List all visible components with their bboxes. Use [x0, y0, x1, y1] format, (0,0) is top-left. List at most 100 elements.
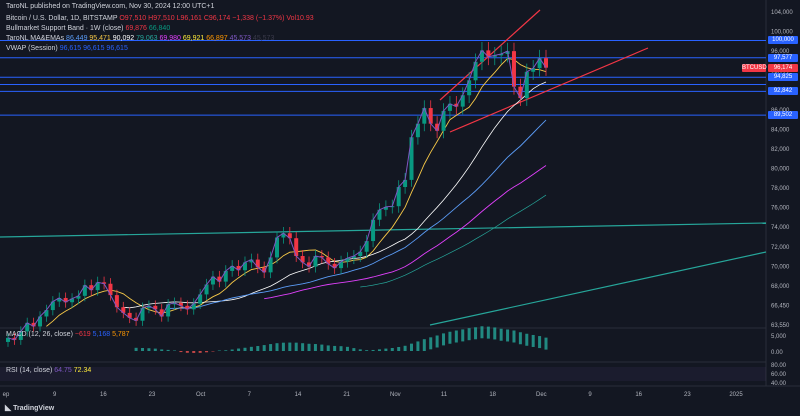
ma-blue-line [168, 119, 547, 309]
indicator-2-value-0: 96,615 [59, 45, 84, 52]
macd-bar-79 [512, 330, 516, 343]
macd-bar-65 [422, 339, 426, 351]
macd-bar-78 [506, 329, 510, 342]
candle-body-40 [262, 267, 267, 273]
candle-body-68 [441, 110, 446, 131]
y-axis-tick-3: 92,000 [771, 69, 790, 75]
indicator-line-1[interactable]: TaroNL MA&EMAs 86,449 95,471 90,092 79,0… [6, 35, 275, 42]
candle-body-59 [383, 206, 388, 210]
macd-bar-29 [192, 351, 196, 353]
candle-body-63 [409, 137, 414, 180]
macd-tick-0: 5,000 [771, 334, 787, 340]
y-axis-tick-8: 80,000 [771, 167, 790, 173]
y-axis-tick-2: 96,000 [771, 49, 790, 55]
candle-body-58 [377, 209, 382, 220]
x-axis-tick-11: Dec [536, 392, 547, 398]
x-axis-tick-2: 16 [100, 392, 107, 398]
candle-body-51 [332, 263, 337, 269]
candle-body-28 [185, 305, 190, 310]
macd-bar-43 [281, 342, 285, 351]
macd-bar-55 [358, 349, 362, 351]
macd-bar-76 [493, 327, 497, 340]
y-axis-tick-13: 70,000 [771, 264, 790, 270]
indicator-1-value-2: 90,092 [112, 35, 137, 42]
candle-body-2 [18, 331, 23, 340]
candle-body-25 [166, 304, 171, 317]
candle-body-8 [57, 297, 62, 302]
macd-bar-27 [179, 351, 183, 353]
candle-body-44 [287, 233, 292, 239]
indicator-line-2[interactable]: VWAP (Session) 96,615 96,615 96,615 [6, 45, 128, 52]
macd-bar-36 [237, 348, 241, 351]
ohlc-open: O97,510 [119, 15, 147, 22]
candle-body-20 [134, 317, 139, 321]
ohlc-low: L96,161 [176, 15, 202, 22]
candle-body-11 [76, 295, 81, 299]
macd-bar-44 [288, 342, 292, 351]
rsi-tick-0: 80.00 [771, 363, 787, 369]
macd-bar-74 [480, 326, 484, 339]
x-axis-tick-3: 23 [149, 392, 156, 398]
indicator-2-value-2: 96,615 [106, 45, 128, 52]
rsi-label[interactable]: RSI (14, close) 64.75 72.34 [6, 367, 92, 374]
macd-bar-50 [326, 345, 330, 351]
macd-bar-61 [397, 347, 401, 351]
macd-bar-34 [224, 350, 228, 351]
x-axis-tick-0: ep [3, 392, 10, 398]
candle-body-15 [102, 282, 107, 284]
candle-body-82 [531, 68, 536, 72]
price-tag-4: 94,825 [768, 73, 798, 82]
macd-bar-45 [294, 342, 298, 351]
macd-bar-66 [429, 337, 433, 350]
candle-body-1 [12, 337, 17, 340]
candle-body-70 [454, 103, 459, 107]
macd-bar-48 [313, 344, 317, 351]
x-axis-tick-8: Nov [390, 392, 401, 398]
rsi-value-1: 72.34 [73, 367, 92, 374]
price-tag-3: 96,174 [768, 63, 798, 72]
y-axis-tick-6: 84,000 [771, 127, 790, 133]
candle-body-23 [153, 305, 158, 310]
indicator-1-value-7: 45,573 [229, 35, 253, 42]
indicator-1-value-8: 45,573 [252, 35, 275, 42]
macd-bar-60 [390, 348, 394, 351]
macd-label[interactable]: MACD (12, 26, close) −619 5,168 5,787 [6, 331, 130, 338]
macd-bar-68 [442, 333, 446, 346]
indicator-1-value-6: 66,897 [206, 35, 230, 42]
candle-body-37 [242, 262, 247, 271]
macd-bar-32 [211, 351, 215, 352]
indicator-line-0[interactable]: Bullmarket Support Band · 1W (close) 69,… [6, 25, 171, 32]
candle-body-61 [396, 186, 401, 207]
rsi-tick-2: 40.00 [771, 381, 787, 387]
x-axis-tick-5: 7 [248, 392, 252, 398]
candle-body-16 [108, 283, 113, 296]
publisher-line: TaroNL published on TradingView.com, Nov… [6, 3, 215, 10]
x-axis-tick-1: 9 [53, 392, 57, 398]
macd-bar-38 [249, 346, 253, 351]
candle-body-3 [25, 322, 30, 332]
macd-value-0: −619 [74, 331, 93, 338]
macd-bar-82 [531, 334, 535, 347]
x-axis-tick-15: 2025 [729, 392, 743, 398]
candle-body-12 [82, 285, 87, 296]
ma-green-line [360, 194, 547, 288]
candle-body-49 [319, 255, 324, 258]
rsi-value-0: 64.75 [54, 367, 74, 374]
ohlc-change: −1,338 (−1.37%) [232, 15, 285, 22]
x-axis-tick-13: 16 [635, 392, 642, 398]
candle-body-18 [121, 307, 126, 313]
candle-body-6 [44, 310, 49, 317]
indicator-2-value-1: 96,615 [83, 45, 107, 52]
macd-bar-42 [275, 343, 279, 351]
candle-body-79 [511, 51, 516, 87]
trendline-teal-upper [0, 222, 767, 238]
price-tag-5: 92,842 [768, 87, 798, 96]
macd-bar-63 [410, 343, 413, 351]
indicator-0-value-0: 69,876 [125, 25, 149, 32]
x-axis-tick-12: 9 [588, 392, 592, 398]
candle-body-31 [204, 284, 209, 295]
y-axis-tick-12: 72,000 [771, 245, 790, 251]
candle-body-72 [467, 80, 472, 96]
candle-body-38 [249, 259, 254, 263]
